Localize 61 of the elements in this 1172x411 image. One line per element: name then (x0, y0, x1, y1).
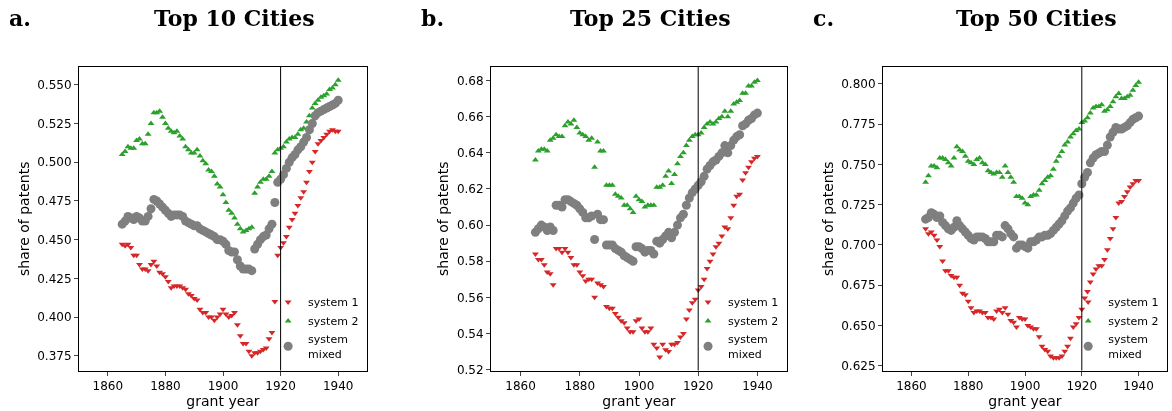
y-tick-label: 0.775 (841, 117, 876, 132)
text: c. (813, 5, 835, 31)
x-tick-label: 1860 (92, 378, 124, 393)
legend-label: system 1 (308, 296, 359, 310)
x-tick-label: 1860 (505, 378, 536, 393)
y-tick-label: 0.66 (456, 109, 484, 124)
y-tick-label: 0.625 (841, 358, 876, 373)
y-tick-label: 0.60 (456, 218, 484, 233)
y-tick-label: 0.700 (841, 238, 876, 253)
x-tick-label: 1880 (564, 378, 596, 393)
y-tick-label: 0.475 (37, 194, 72, 209)
legend-label: system 2 (1108, 315, 1159, 329)
legend-label: system mixed (308, 333, 348, 361)
y-tick-label: 0.425 (37, 271, 72, 286)
y-tick-label: 0.525 (37, 116, 72, 131)
y-tick-label: 0.650 (841, 318, 876, 333)
y-tick-label: 0.750 (841, 157, 876, 172)
x-tick-label: 1940 (1123, 378, 1154, 393)
x-tick-label: 1900 (623, 378, 655, 393)
legend-label: system 2 (728, 315, 779, 329)
y-axis-title: share of patents (15, 161, 32, 276)
chart-title: Top 10 Cities (154, 5, 315, 31)
x-tick-label: 1920 (682, 378, 714, 393)
x-tick-label: 1920 (1066, 378, 1098, 393)
x-axis-title: grant year (988, 392, 1062, 409)
y-tick-label: 0.54 (456, 326, 484, 341)
x-tick-label: 1900 (207, 378, 239, 393)
x-tick-label: 1880 (150, 378, 181, 393)
y-axis-title: share of patents (435, 161, 452, 276)
y-tick-label: 0.62 (456, 182, 484, 197)
chart-title: Top 25 Cities (570, 5, 731, 31)
x-tick-label: 1900 (1009, 378, 1041, 393)
x-axis-title: grant year (602, 392, 676, 409)
y-tick-label: 0.725 (841, 197, 876, 212)
legend-label: system mixed (1108, 333, 1148, 361)
text: b. (421, 5, 445, 31)
y-tick-label: 0.400 (37, 310, 72, 325)
x-tick-label: 1880 (952, 378, 984, 393)
y-tick-label: 0.68 (456, 73, 484, 88)
y-tick-label: 0.58 (456, 254, 484, 269)
y-tick-label: 0.56 (456, 290, 484, 305)
x-tick-label: 1860 (896, 378, 927, 393)
legend-label: system 1 (1108, 296, 1159, 310)
y-tick-label: 0.64 (456, 146, 484, 161)
y-tick-label: 0.800 (841, 77, 876, 92)
legend-label: system 1 (728, 296, 779, 310)
legend-label: system mixed (728, 333, 768, 361)
chart-title: Top 50 Cities (956, 5, 1117, 31)
y-tick-label: 0.375 (37, 349, 72, 363)
x-tick-label: 1920 (265, 378, 296, 393)
y-axis-title: share of patents (819, 161, 836, 276)
legend-label: system 2 (308, 315, 359, 329)
y-tick-label: 0.500 (37, 155, 72, 170)
x-axis-title: grant year (186, 392, 260, 409)
y-tick-label: 0.550 (37, 78, 72, 93)
x-tick-label: 1940 (742, 378, 773, 393)
x-tick-label: 1940 (322, 378, 354, 393)
y-tick-label: 0.675 (841, 278, 876, 293)
y-tick-label: 0.52 (456, 362, 484, 377)
y-tick-label: 0.450 (37, 232, 72, 247)
text: a. (9, 5, 31, 31)
